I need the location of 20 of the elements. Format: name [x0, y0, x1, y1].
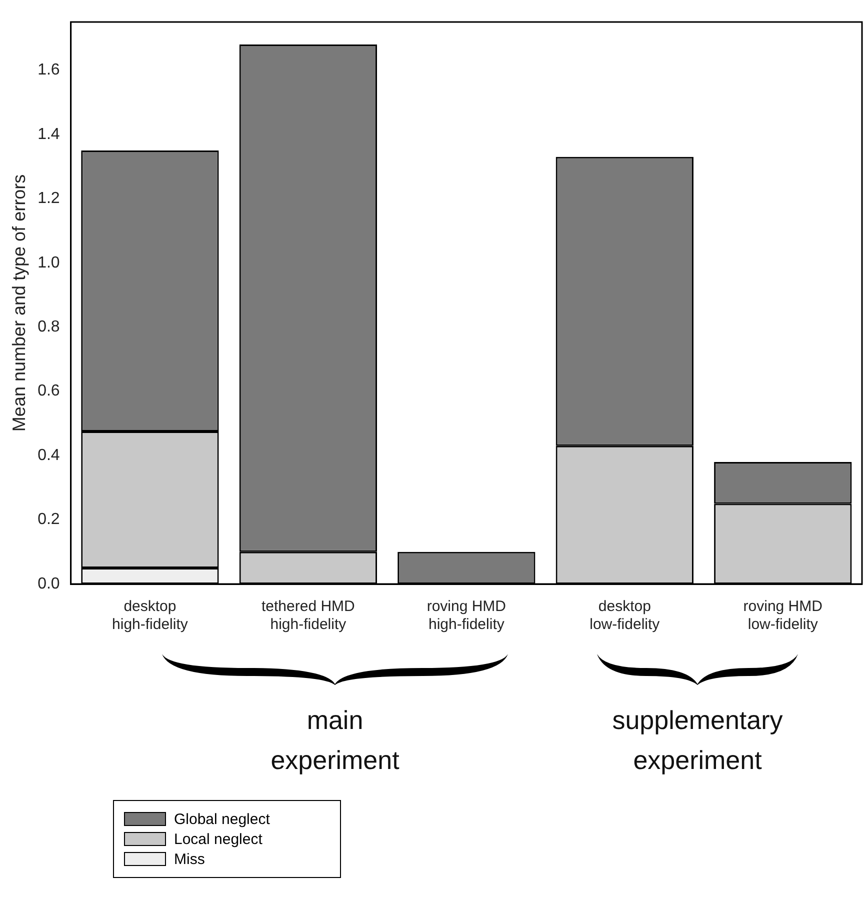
y-tick-label: 1.4: [38, 126, 60, 143]
legend-label: Global neglect: [174, 810, 270, 828]
y-tick-label: 0.6: [38, 382, 60, 400]
x-tick-label: roving HMD low-fidelity: [743, 598, 823, 634]
text: supplementary experiment: [611, 704, 784, 777]
y-tick-label: 0.8: [38, 318, 60, 336]
y-axis-title: Mean number and type of errors: [8, 174, 29, 432]
y-tick-label: 0.4: [38, 446, 60, 464]
x-tick-label: desktop high-fidelity: [112, 598, 188, 634]
y-tick-label: 0.2: [38, 511, 60, 528]
y-tick-label: 1.6: [38, 62, 60, 79]
x-tick-label: desktop low-fidelity: [590, 598, 660, 634]
legend-label: Miss: [174, 850, 205, 868]
legend-label: Local neglect: [174, 830, 262, 848]
x-tick-label: roving HMD high-fidelity: [426, 598, 506, 634]
y-tick-label: 0.0: [38, 575, 60, 592]
x-tick-label: tethered HMD high-fidelity: [262, 598, 356, 634]
y-tick-label: 1.2: [38, 190, 60, 208]
text: main experiment: [270, 704, 400, 777]
y-tick-label: 1.0: [38, 254, 60, 272]
